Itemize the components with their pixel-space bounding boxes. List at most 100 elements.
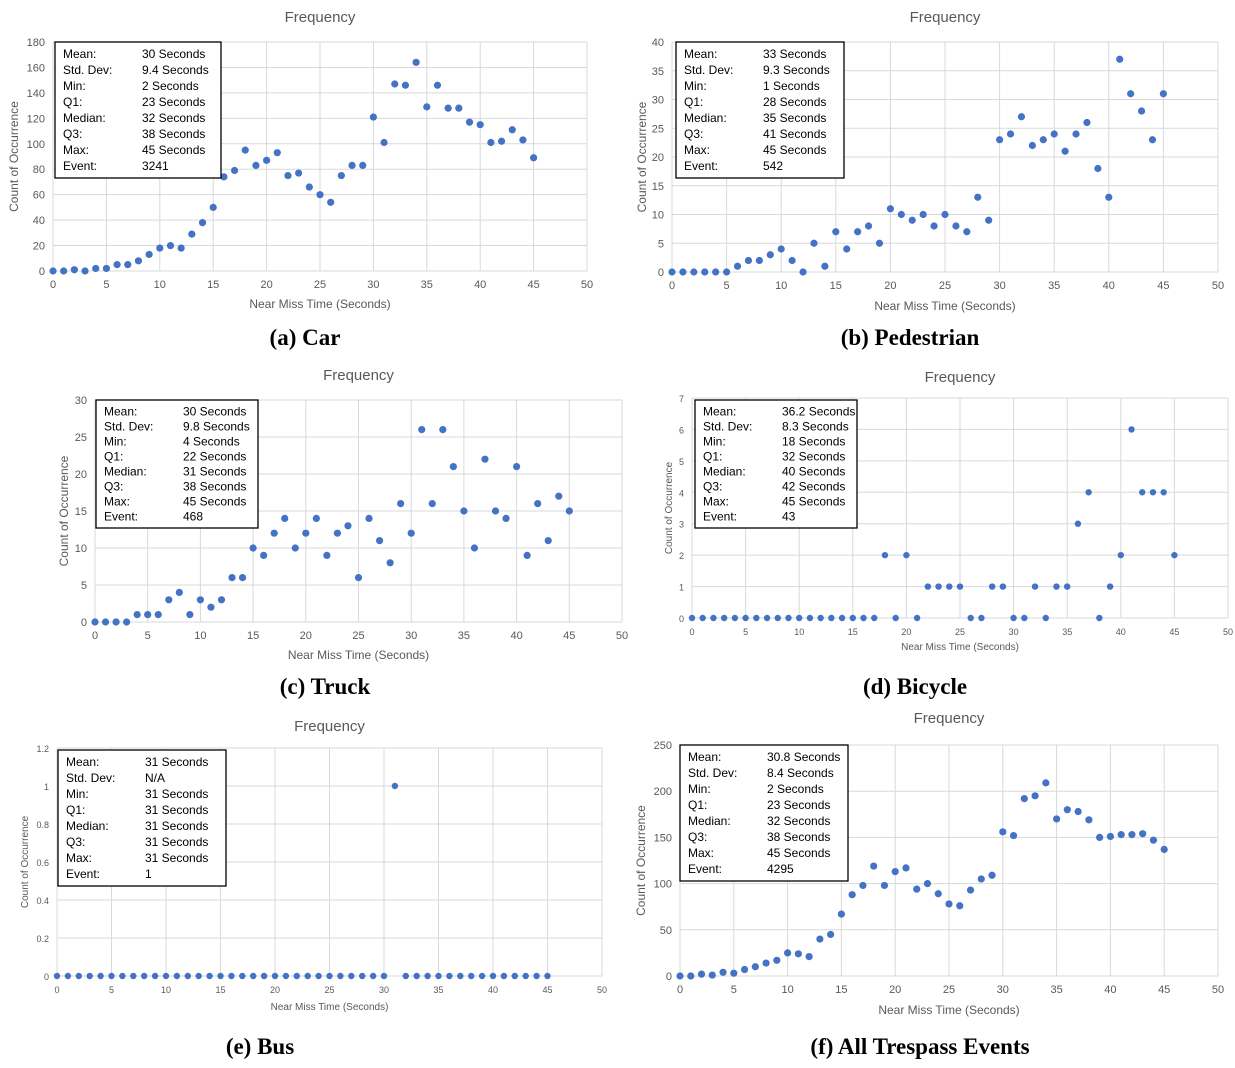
y-tick-label: 60 bbox=[33, 190, 45, 202]
stats-value: 8.4 Seconds bbox=[767, 766, 834, 780]
data-point bbox=[1127, 90, 1135, 98]
stats-label: Q3: bbox=[63, 127, 82, 141]
x-tick-label: 10 bbox=[194, 630, 206, 642]
data-point bbox=[270, 529, 278, 537]
data-point bbox=[730, 969, 738, 977]
stats-value: 31 Seconds bbox=[145, 851, 208, 865]
x-tick-label: 50 bbox=[1212, 984, 1224, 996]
data-point bbox=[1139, 489, 1146, 496]
data-point bbox=[470, 544, 479, 552]
y-tick-label: 50 bbox=[660, 925, 672, 937]
data-point bbox=[81, 267, 89, 275]
data-point bbox=[407, 529, 415, 537]
data-point bbox=[966, 886, 975, 894]
data-point bbox=[785, 614, 792, 622]
stats-value: 1 bbox=[145, 867, 152, 881]
data-point bbox=[806, 614, 814, 622]
stats-label: Median: bbox=[63, 111, 106, 125]
stats-value: 4295 bbox=[767, 862, 794, 876]
data-point bbox=[284, 171, 292, 180]
stats-label: Event: bbox=[684, 159, 718, 173]
stats-label: Q1: bbox=[63, 95, 82, 109]
data-point bbox=[391, 80, 399, 88]
caption-pedestrian: (b) Pedestrian bbox=[840, 325, 980, 350]
stats-label: Q3: bbox=[688, 830, 707, 844]
data-point bbox=[870, 862, 878, 870]
x-tick-label: 35 bbox=[1062, 627, 1072, 637]
data-point bbox=[337, 171, 345, 180]
data-point bbox=[1053, 815, 1061, 823]
data-point bbox=[956, 902, 964, 910]
data-point bbox=[864, 222, 873, 230]
data-point bbox=[1116, 55, 1124, 63]
y-tick-label: 5 bbox=[81, 580, 87, 592]
data-point bbox=[401, 81, 410, 89]
data-point bbox=[195, 972, 202, 980]
data-point bbox=[113, 261, 121, 269]
stats-label: Max: bbox=[688, 846, 714, 860]
data-point bbox=[53, 972, 61, 980]
data-point bbox=[934, 890, 942, 898]
x-tick-label: 30 bbox=[405, 630, 417, 642]
y-tick-label: 4 bbox=[679, 488, 684, 498]
data-point bbox=[828, 614, 835, 622]
x-tick-label: 10 bbox=[781, 984, 793, 996]
stats-value: 23 Seconds bbox=[767, 798, 830, 812]
stats-box bbox=[679, 744, 849, 882]
stats-label: Min: bbox=[703, 435, 726, 449]
data-point bbox=[217, 972, 224, 980]
data-point bbox=[522, 972, 529, 980]
data-point bbox=[837, 910, 845, 918]
stats-value: N/A bbox=[145, 771, 165, 785]
chart-title: Frequency bbox=[914, 710, 985, 727]
y-axis-label: Count of Occurrence bbox=[20, 815, 31, 908]
data-point bbox=[206, 972, 213, 980]
stats-value: 35 Seconds bbox=[763, 111, 826, 125]
data-point bbox=[690, 268, 698, 276]
stats-value: 43 bbox=[782, 510, 796, 524]
stats-label: Median: bbox=[688, 814, 731, 828]
data-point bbox=[271, 972, 279, 980]
y-tick-label: 2 bbox=[679, 551, 684, 561]
x-tick-label: 35 bbox=[458, 630, 470, 642]
data-point bbox=[418, 426, 426, 434]
data-point bbox=[134, 257, 143, 265]
stats-label: Std. Dev: bbox=[688, 766, 737, 780]
data-point bbox=[457, 972, 464, 980]
data-point bbox=[1105, 193, 1113, 201]
data-point bbox=[455, 104, 463, 112]
data-point bbox=[913, 614, 921, 622]
x-tick-label: 50 bbox=[597, 985, 607, 995]
data-point bbox=[380, 972, 388, 980]
data-point bbox=[91, 618, 99, 626]
data-point bbox=[676, 972, 684, 980]
data-point bbox=[731, 614, 739, 622]
data-point bbox=[293, 972, 300, 980]
data-point bbox=[859, 881, 867, 890]
data-point bbox=[141, 972, 148, 980]
stats-value: 45 Seconds bbox=[782, 495, 845, 509]
data-point bbox=[1139, 830, 1147, 838]
data-point bbox=[238, 574, 247, 582]
stats-label: Mean: bbox=[688, 750, 721, 764]
stats-value: 31 Seconds bbox=[145, 787, 208, 801]
chart-title: Frequency bbox=[925, 369, 996, 386]
data-point bbox=[282, 972, 290, 980]
y-tick-label: 0 bbox=[679, 614, 684, 624]
chart-bus: Frequency 0 5 10 15 20 25 30 35 40 45 50 0 0.2 0.4 0.6 0… bbox=[20, 718, 607, 1013]
x-tick-label: 25 bbox=[324, 985, 334, 995]
data-point bbox=[988, 583, 996, 590]
stats-value: 30.8 Seconds bbox=[767, 750, 840, 764]
data-point bbox=[108, 972, 115, 980]
data-point bbox=[333, 529, 342, 537]
y-axis-label: Count of Occurrence bbox=[635, 101, 649, 212]
y-tick-label: 20 bbox=[75, 469, 87, 481]
stats-label: Q1: bbox=[684, 95, 703, 109]
data-point bbox=[513, 463, 521, 471]
data-point bbox=[1128, 831, 1136, 839]
data-point bbox=[123, 618, 131, 626]
y-tick-label: 0 bbox=[81, 617, 87, 629]
data-point bbox=[489, 972, 497, 980]
stats-value: 23 Seconds bbox=[142, 95, 205, 109]
